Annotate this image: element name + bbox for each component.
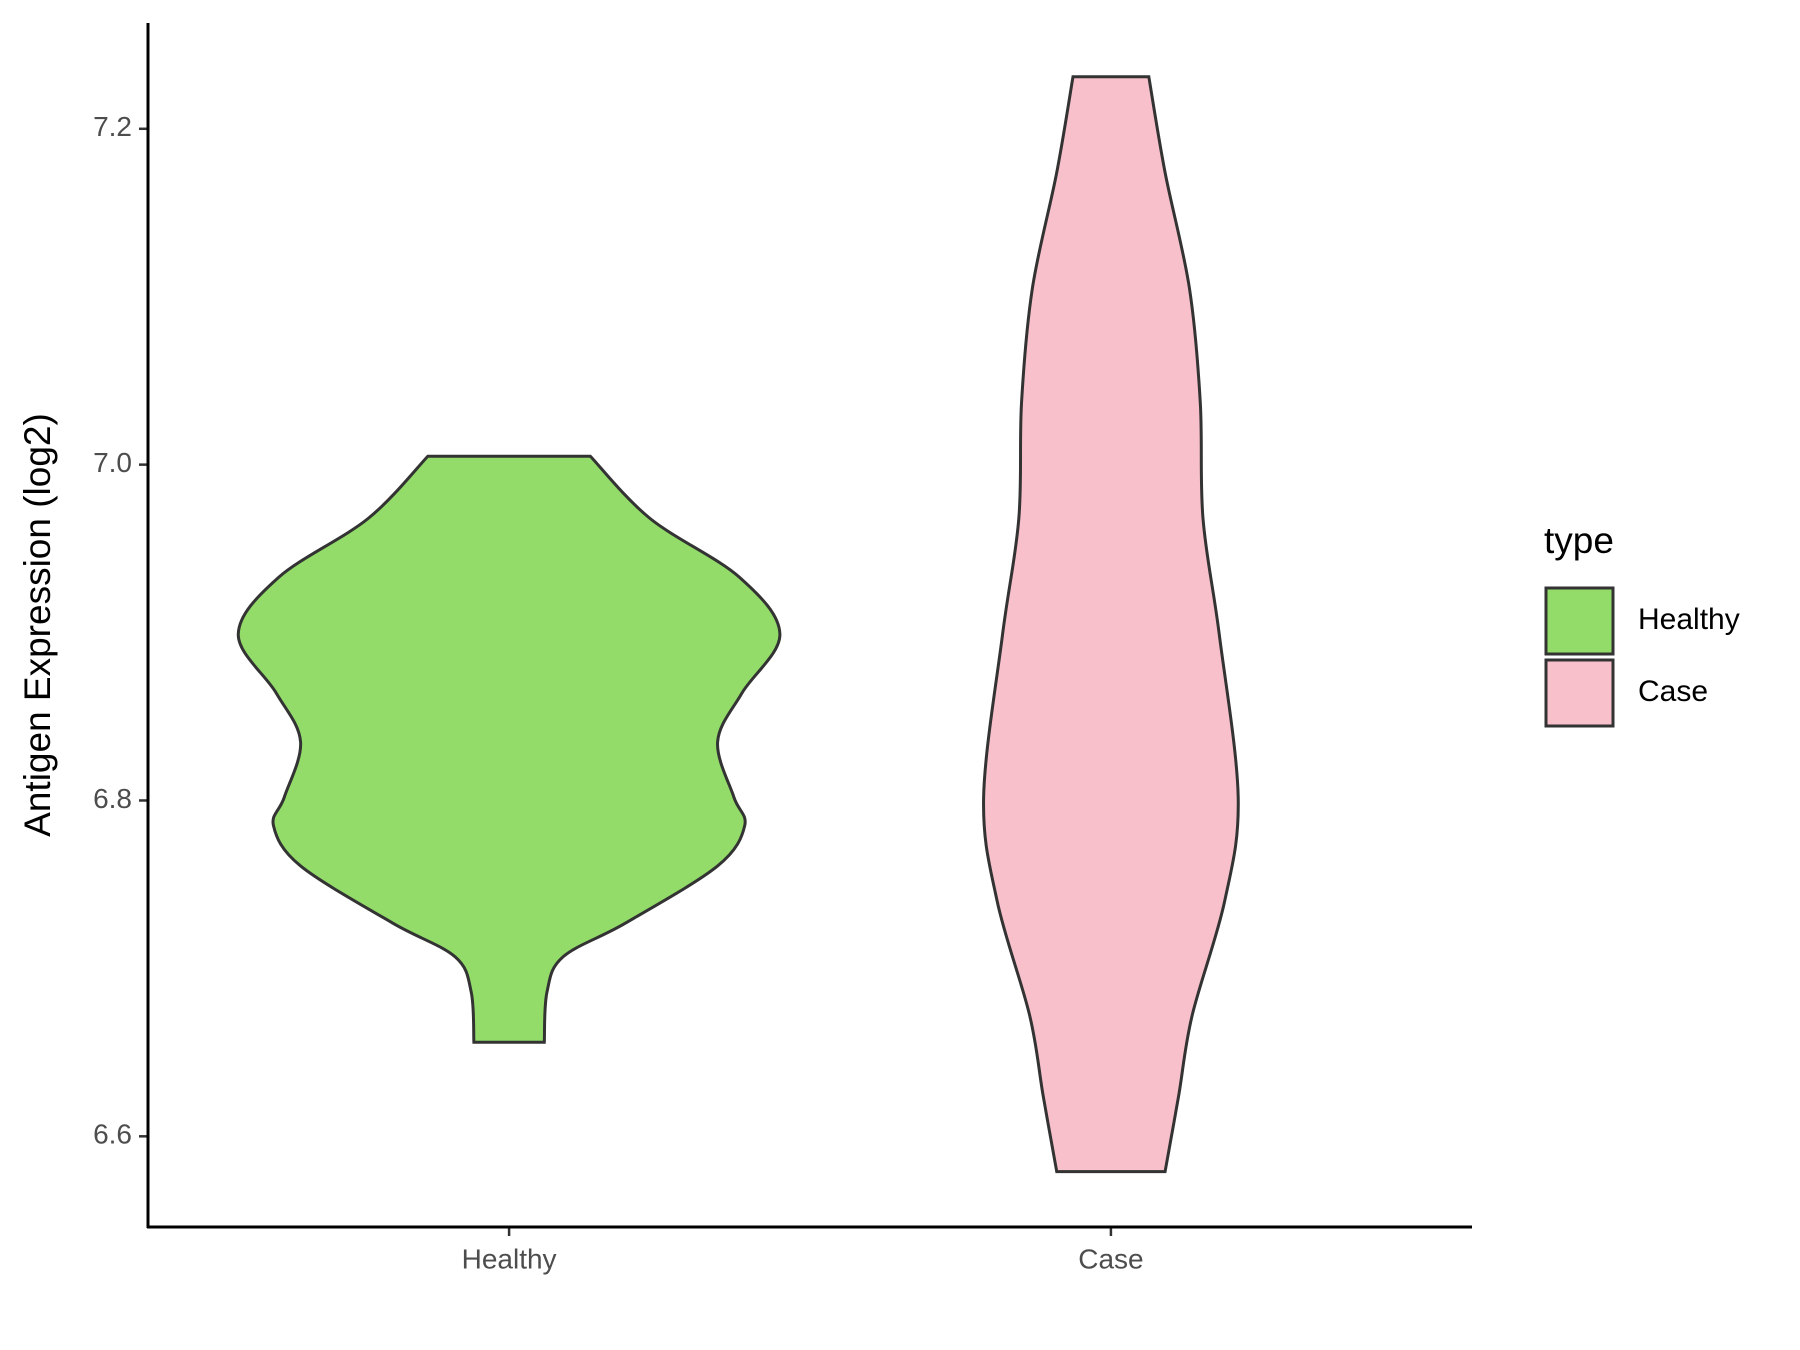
legend-key <box>1544 658 1615 728</box>
y-tick-label: 7.0 <box>93 447 132 478</box>
violin <box>236 454 782 1044</box>
y-axis-label: Antigen Expression (log2) <box>17 413 58 837</box>
y-tick-label: 6.6 <box>93 1119 132 1150</box>
x-tick-label: Case <box>1078 1243 1143 1274</box>
legend-key <box>1544 586 1615 656</box>
y-tick-label: 6.8 <box>93 783 132 814</box>
legend-title: type <box>1544 520 1614 561</box>
violin <box>982 75 1240 1174</box>
y-tick-label: 7.2 <box>93 111 132 142</box>
x-tick-label: Healthy <box>462 1243 557 1274</box>
legend-label: Healthy <box>1638 603 1740 636</box>
legend-label: Case <box>1638 675 1708 708</box>
